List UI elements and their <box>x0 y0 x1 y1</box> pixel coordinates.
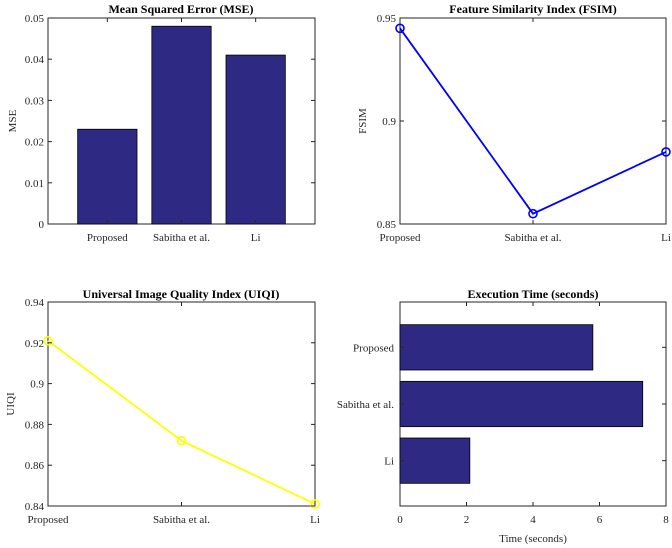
fsim-x-tick-label: Li <box>661 232 671 244</box>
fsim-y-tick-label: 0.85 <box>377 219 397 231</box>
uiqi-chart: 0.84 0.86 0.88 0.9 0.92 0.94 Proposed Sabitha … <box>5 287 320 526</box>
uiqi-title: Universal Image Quality Index (UIQI) <box>83 287 280 301</box>
uiqi-x-tick-label: Li <box>310 514 320 526</box>
mse-y-tick-label: 0.03 <box>25 95 45 107</box>
execution-time-x-tick-label: 6 <box>597 514 603 526</box>
execution-time-x-tick-label: 0 <box>397 514 403 526</box>
mse-y-tick-label: 0.01 <box>25 178 44 190</box>
mse-x-tick-label: Proposed <box>87 232 128 244</box>
mse-bar-li <box>225 54 286 225</box>
fsim-point-proposed <box>395 23 405 34</box>
execution-time-x-tick-label: 2 <box>464 514 470 526</box>
mse-bar-sabitha-et-al <box>151 25 212 225</box>
uiqi-point-sabitha-et-al <box>176 435 187 446</box>
execution-time-x-tick-label: 4 <box>530 514 536 526</box>
execution-time-y-ticks: Proposed Sabitha et al. Li <box>337 342 666 468</box>
uiqi-y-ticks: 0.84 0.86 0.88 0.9 0.92 0.94 <box>25 297 315 513</box>
mse-y-tick-label: 0 <box>39 219 45 231</box>
uiqi-y-tick-label: 0.88 <box>25 419 45 431</box>
fsim-chart: 0.85 0.9 0.95 Proposed Sabitha et al. Li Fea… <box>357 2 671 244</box>
execution-time-y-tick-label: Proposed <box>353 342 394 354</box>
fsim-y-tick-label: 0.95 <box>377 13 397 25</box>
mse-x-ticks: Proposed Sabitha et al. Li <box>87 18 261 244</box>
mse-y-tick-label: 0.05 <box>25 13 45 25</box>
fsim-x-ticks: Proposed Sabitha et al. Li <box>380 18 671 244</box>
execution-time-x-axis-label: Time (seconds) <box>499 533 567 545</box>
execution-time-bar-li <box>399 437 471 484</box>
fsim-point-sabitha-et-al <box>528 208 538 219</box>
fsim-y-axis-label: FSIM <box>357 108 369 134</box>
uiqi-point-proposed <box>43 335 53 346</box>
fsim-y-tick-label: 0.9 <box>382 116 396 128</box>
uiqi-y-tick-label: 0.86 <box>25 460 45 472</box>
execution-time-bar-sabitha-et-al <box>399 380 644 428</box>
execution-time-chart: Proposed Sabitha et al. Li 0 2 4 6 8 Execution… <box>337 287 669 545</box>
fsim-axes <box>399 17 667 225</box>
uiqi-x-tick-label: Proposed <box>28 514 69 526</box>
mse-y-tick-label: 0.04 <box>25 54 45 66</box>
fsim-x-tick-label: Proposed <box>380 232 421 244</box>
mse-title: Mean Squared Error (MSE) <box>108 2 253 16</box>
uiqi-y-tick-label: 0.94 <box>25 297 45 309</box>
fsim-point-li <box>661 147 671 157</box>
execution-time-y-tick-label: Sabitha et al. <box>337 399 394 411</box>
execution-time-title: Execution Time (seconds) <box>468 287 599 301</box>
mse-y-ticks: 0 0.01 0.02 0.03 0.04 0.05 <box>25 13 315 231</box>
execution-time-bar-proposed <box>399 324 594 371</box>
fsim-series <box>395 23 671 219</box>
uiqi-series <box>43 335 320 509</box>
fsim-y-ticks: 0.85 0.9 0.95 <box>377 13 666 231</box>
fsim-title: Feature Similarity Index (FSIM) <box>449 2 616 16</box>
uiqi-x-ticks: Proposed Sabitha et al. Li <box>28 302 320 526</box>
uiqi-series-line <box>47 340 316 505</box>
fsim-x-tick-label: Sabitha et al. <box>504 232 561 244</box>
mse-bar-proposed <box>77 128 138 225</box>
mse-x-tick-label: Sabitha et al. <box>153 232 210 244</box>
uiqi-point-li <box>310 499 320 509</box>
mse-y-tick-label: 0.02 <box>25 137 44 149</box>
mse-chart: 0 0.01 0.02 0.03 0.04 0.05 Proposed Sabitha et… <box>7 2 316 244</box>
execution-time-x-tick-label: 8 <box>663 514 669 526</box>
uiqi-y-tick-label: 0.92 <box>25 338 44 350</box>
mse-y-axis-label: MSE <box>7 109 19 132</box>
execution-time-y-tick-label: Li <box>384 456 394 468</box>
execution-time-x-ticks: 0 2 4 6 8 <box>397 302 669 526</box>
mse-bars <box>77 25 286 225</box>
uiqi-y-tick-label: 0.9 <box>30 379 44 391</box>
uiqi-axes <box>47 301 316 507</box>
fsim-series-line <box>399 27 667 215</box>
uiqi-x-tick-label: Sabitha et al. <box>153 514 210 526</box>
uiqi-y-tick-label: 0.84 <box>25 501 45 513</box>
uiqi-y-axis-label: UIQI <box>5 392 17 416</box>
mse-x-tick-label: Li <box>251 232 261 244</box>
